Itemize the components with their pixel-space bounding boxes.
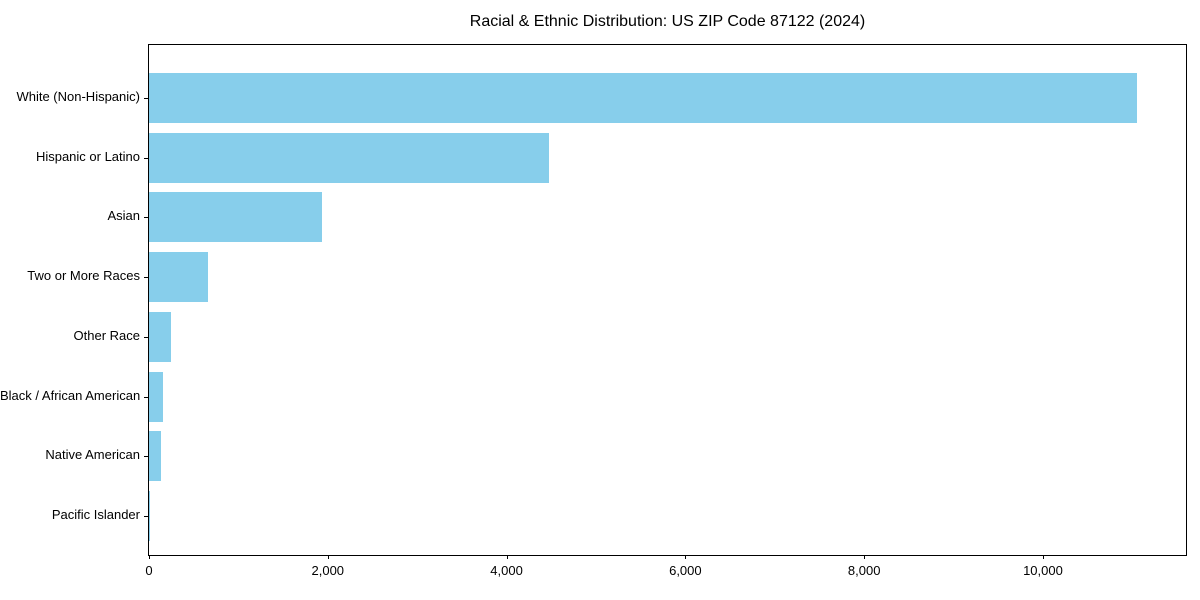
bar-hispanic-or-latino: [149, 132, 549, 183]
y-axis-tick: [144, 277, 148, 279]
x-tick-label-4-000: 4,000: [490, 563, 523, 578]
x-axis-tick: [327, 555, 329, 559]
y-tick-label-hispanic-or-latino: Hispanic or Latino: [35, 148, 140, 164]
y-tick-label-pacific-islander: Pacific Islander: [51, 506, 140, 522]
chart-title: Racial & Ethnic Distribution: US ZIP Cod…: [469, 13, 866, 30]
y-axis-tick: [144, 98, 148, 99]
bar-white-non-hispanic: [149, 73, 1137, 123]
y-axis-tick: [144, 157, 148, 159]
y-tick-label-black-african-american: Black / African American: [0, 387, 141, 403]
y-axis-tick: [144, 456, 148, 458]
x-tick-label-10-000: 10,000: [1023, 563, 1063, 578]
bar-asian: [149, 192, 322, 243]
bar-other-race: [149, 311, 171, 362]
x-axis-tick: [506, 555, 508, 559]
x-tick-label-6-000: 6,000: [669, 563, 702, 578]
y-axis-tick: [144, 515, 148, 517]
y-axis-tick: [144, 217, 148, 219]
bar-native-american: [149, 431, 162, 482]
bar-two-or-more-races: [149, 252, 208, 303]
y-tick-label-two-or-more-races: Two or More Races: [27, 268, 140, 284]
bar-black-african-american: [149, 371, 163, 422]
x-tick-label-0: 0: [145, 563, 153, 578]
plot-area: 0 2,000 4,000 6,000 8,000 10,000: [144, 44, 1187, 578]
x-axis-tick: [149, 555, 150, 559]
x-tick-label-2-000: 2,000: [311, 563, 345, 578]
x-axis-tick: [1042, 555, 1044, 559]
x-axis-tick: [685, 555, 687, 559]
y-axis-tick: [144, 396, 148, 398]
y-tick-label-native-american: Native American: [45, 447, 140, 463]
y-tick-label-other-race: Other Race: [73, 327, 140, 343]
bar-pacific-islander: [149, 490, 150, 541]
y-axis-tick: [144, 336, 148, 338]
x-tick-label-8-000: 8,000: [847, 563, 881, 578]
y-tick-label-asian: Asian: [107, 208, 140, 224]
y-tick-label-white-non-hispanic: White (Non-Hispanic): [16, 89, 140, 104]
x-axis-tick: [864, 555, 866, 559]
